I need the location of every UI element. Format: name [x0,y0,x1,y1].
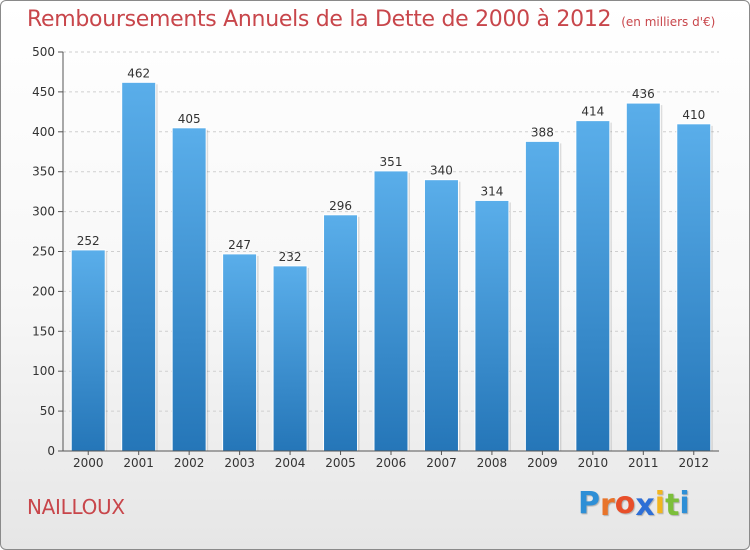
y-tick-label: 50 [40,404,55,418]
bar-2001 [121,81,157,452]
x-tick-label-2006: 2006 [376,456,407,470]
bars-layer [70,81,713,452]
x-tick-label-2012: 2012 [678,456,709,470]
labels-layer: 252 462 405 247 232 296 351 340 314 388 414 436 410 [77,66,705,264]
value-label-2007: 340 [430,164,453,178]
value-label-2009: 388 [531,125,554,139]
value-label-2006: 351 [380,155,403,169]
y-tick-label: 150 [32,324,55,338]
y-tick-label: 100 [32,364,55,378]
x-tick-label-2010: 2010 [578,456,609,470]
chart-title-text: Remboursements Annuels de la Dette de 20… [27,7,612,32]
bar-2008 [474,199,510,452]
logo-letter: i [654,486,666,521]
bar-2000 [70,249,106,452]
logo-letter: r [600,488,615,523]
value-label-2012: 410 [682,108,705,122]
value-label-2000: 252 [77,234,100,248]
y-tick-label: 450 [32,85,55,99]
y-tick-label: 250 [32,245,55,259]
x-tick-label-2009: 2009 [527,456,558,470]
value-label-2005: 296 [329,199,352,213]
x-tick-label-2008: 2008 [477,456,508,470]
bar-2004 [272,265,308,452]
logo-letter: i [679,486,690,521]
bar-2002 [171,127,207,452]
value-label-2002: 405 [178,112,201,126]
value-label-2004: 232 [279,250,302,264]
y-tick-label: 500 [32,45,55,59]
x-tick-label-2011: 2011 [628,456,659,470]
value-label-2011: 436 [632,87,655,101]
value-label-2008: 314 [480,184,503,198]
y-tick-label: 400 [32,125,55,139]
bar-2005 [323,214,359,452]
y-tick-label: 350 [32,165,55,179]
logo-letter: t [665,488,680,523]
value-label-2010: 414 [581,105,604,119]
bar-2007 [423,179,459,452]
x-tick-label-2003: 2003 [224,456,255,470]
bar-2010 [575,120,611,452]
x-tick-label-2002: 2002 [174,456,205,470]
bar-2006 [373,170,409,452]
bar-2012 [676,123,712,452]
y-tick-label: 300 [32,205,55,219]
x-tick-label-2007: 2007 [426,456,457,470]
unit-note: (en milliers d'€) [621,15,716,29]
axis-layer: 0 50 100 150 200 250 300 350 400 450 500 2000 2001 20… [32,45,719,470]
bar-2003 [222,253,258,452]
bar-2009 [524,140,560,452]
y-tick-label: 0 [47,444,55,458]
x-tick-label-2004: 2004 [275,456,306,470]
logo-letter: x [635,488,655,523]
logo-letter: o [614,486,636,521]
logo-letter: P [578,486,600,521]
x-tick-label-2001: 2001 [123,456,154,470]
x-tick-label-2005: 2005 [325,456,356,470]
value-label-2003: 247 [228,238,251,252]
value-label-2001: 462 [127,66,150,80]
proxiti-logo: Proxiti [578,486,690,523]
bar-2011 [625,102,661,452]
chart-title: Remboursements Annuels de la Dette de 20… [27,7,715,32]
place-name: NAILLOUX [27,495,125,519]
y-tick-label: 200 [32,284,55,298]
x-tick-label-2000: 2000 [73,456,104,470]
